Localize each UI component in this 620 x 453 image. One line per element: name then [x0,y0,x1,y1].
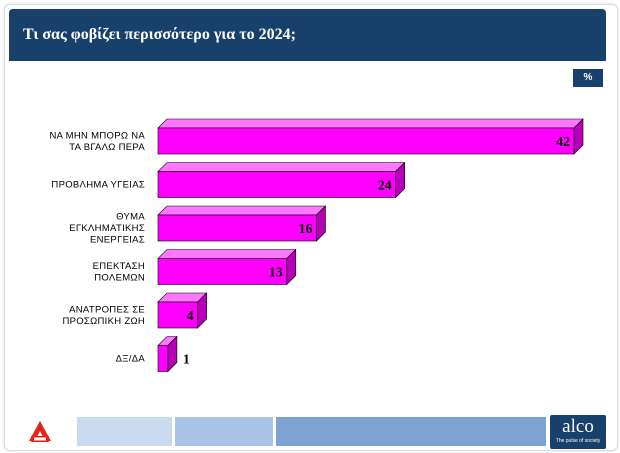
category-label-3-1: ΠΟΛΕΜΩΝ [94,272,145,283]
value-label-2: 16 [298,222,312,237]
bar-2 [157,214,317,242]
footer-band-2 [175,417,273,446]
footer-band-3 [276,417,546,446]
category-label-5-0: ΔΞ/ΔΑ [116,354,146,365]
bar-3 [157,258,288,285]
category-label-3-0: ΕΠΕΚΤΑΣΗ [93,261,145,272]
footer: alco The pulse of society [5,411,617,449]
footer-band-1 [77,417,172,446]
bar-1 [157,171,397,198]
value-label-3: 13 [269,266,283,281]
category-label-0-0: ΝΑ ΜΗΝ ΜΠΟΡΩ ΝΑ [49,130,145,141]
bar-top-3 [157,249,297,259]
slide-frame: Τι σας φοβίζει περισσότερο για το 2024; … [4,4,618,451]
title-bar: Τι σας φοβίζει περισσότερο για το 2024; [9,9,606,61]
brand-name: alco [562,416,594,437]
value-label-1: 24 [378,179,392,194]
value-label-4: 4 [187,309,194,324]
value-label-0: 42 [556,135,570,150]
alco-logo: alco The pulse of society [550,415,606,449]
bar-top-2 [157,205,327,216]
category-label-4-1: ΠΡΟΣΩΠΙΚΗ ΖΩΗ [62,316,145,327]
bar-4 [157,301,198,329]
category-label-2-2: ΕΝΕΡΓΕΙΑΣ [90,235,145,246]
brand-tagline: The pulse of society [555,438,601,444]
chart-title: Τι σας φοβίζει περισσότερο για το 2024; [23,26,296,43]
category-label-4-0: ΑΝΑΤΡΟΠΕΣ ΣΕ [69,304,145,315]
unit-badge: % [573,69,603,87]
bar-top-0 [157,118,584,129]
alpha-tv-logo-icon [27,419,53,445]
bar-0 [157,127,575,155]
bar-top-1 [157,162,406,172]
category-label-2-0: ΘΥΜΑ [116,212,145,223]
value-label-5: 1 [183,353,190,368]
category-label-1-0: ΠΡΟΒΛΗΜΑ ΥΓΕΙΑΣ [51,180,145,191]
bar-5 [157,345,169,372]
category-label-2-1: ΕΓΚΛΗΜΑΤΙΚΗΣ [69,223,145,234]
category-label-0-1: ΤΑ ΒΓΑΛΩ ΠΕΡΑ [69,142,145,153]
